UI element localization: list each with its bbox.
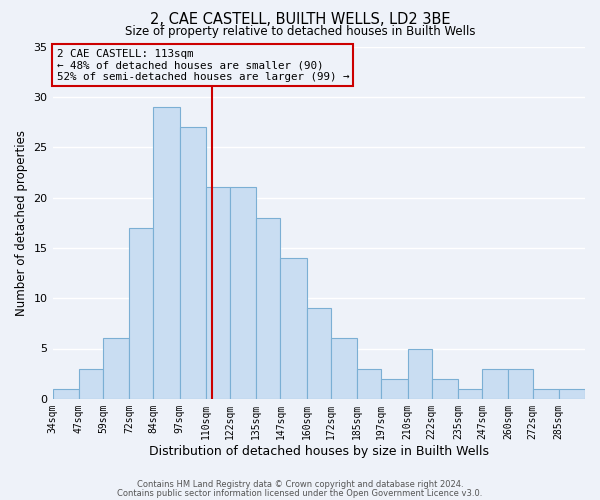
Bar [331, 338, 357, 399]
Text: Size of property relative to detached houses in Builth Wells: Size of property relative to detached ho… [125, 25, 475, 38]
Bar [256, 218, 280, 399]
Bar [482, 368, 508, 399]
Bar [381, 378, 407, 399]
Bar [103, 338, 129, 399]
Bar [407, 348, 432, 399]
Bar [53, 389, 79, 399]
Bar [230, 188, 256, 399]
Bar [307, 308, 331, 399]
Text: Contains public sector information licensed under the Open Government Licence v3: Contains public sector information licen… [118, 488, 482, 498]
Bar [458, 389, 482, 399]
X-axis label: Distribution of detached houses by size in Builth Wells: Distribution of detached houses by size … [149, 444, 489, 458]
Text: Contains HM Land Registry data © Crown copyright and database right 2024.: Contains HM Land Registry data © Crown c… [137, 480, 463, 489]
Bar [129, 228, 154, 399]
Bar [508, 368, 533, 399]
Text: 2 CAE CASTELL: 113sqm
← 48% of detached houses are smaller (90)
52% of semi-deta: 2 CAE CASTELL: 113sqm ← 48% of detached … [56, 48, 349, 82]
Text: 2, CAE CASTELL, BUILTH WELLS, LD2 3BE: 2, CAE CASTELL, BUILTH WELLS, LD2 3BE [150, 12, 450, 28]
Bar [154, 107, 179, 399]
Bar [280, 258, 307, 399]
Bar [559, 389, 585, 399]
Y-axis label: Number of detached properties: Number of detached properties [15, 130, 28, 316]
Bar [179, 127, 206, 399]
Bar [357, 368, 381, 399]
Bar [206, 188, 230, 399]
Bar [432, 378, 458, 399]
Bar [79, 368, 103, 399]
Bar [533, 389, 559, 399]
